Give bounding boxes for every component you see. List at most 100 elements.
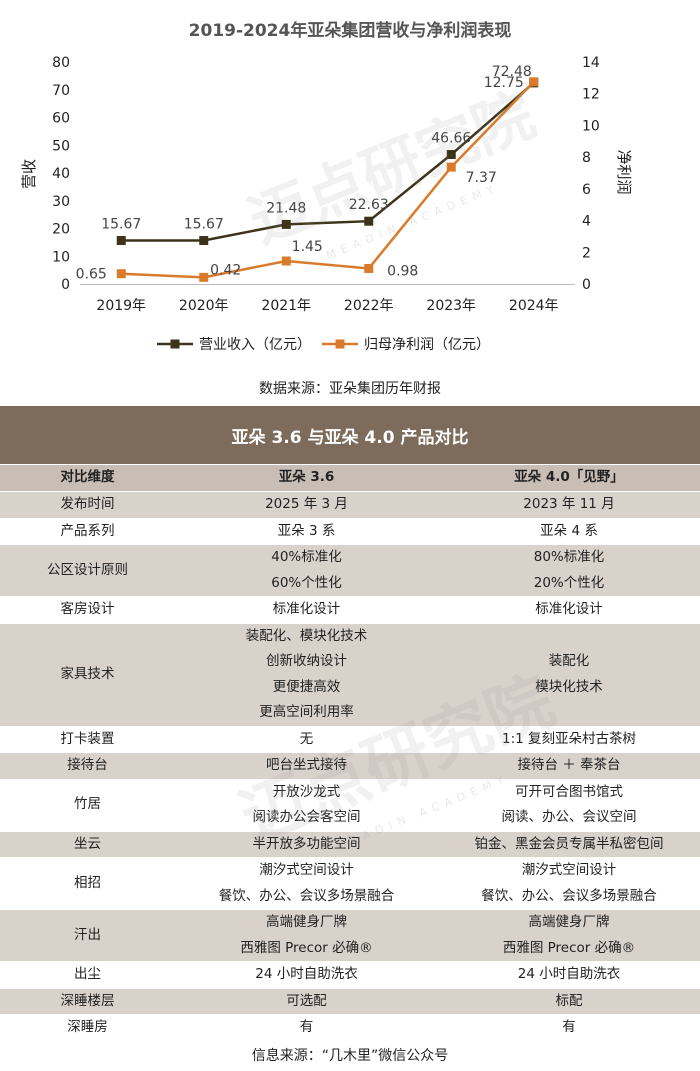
x-axis-tick: 2021年 <box>261 298 311 314</box>
data-point <box>281 219 291 229</box>
table-row: 产品系列 亚朵 3 系 亚朵 4 系 <box>0 517 700 545</box>
cell-atour-40: 24 小时自助洗衣 <box>438 961 700 988</box>
data-label: 0.42 <box>210 262 241 278</box>
row-dimension: 家具技术 <box>0 622 175 726</box>
cell-atour-36: 有 <box>175 1014 438 1041</box>
cell-line: 标准化设计 <box>535 601 603 617</box>
cell-line: 无 <box>299 730 314 747</box>
table-row: 竹居 开放沙龙式 阅读办公会客空间 可开可合图书馆式 阅读、办公、会议空间 <box>0 778 700 831</box>
cell-line: 吧台坐式接待 <box>266 757 347 773</box>
data-point <box>364 263 374 273</box>
cell-atour-36: 半开放多功能空间 <box>175 830 438 858</box>
chart-svg: 2019-2024年亚朵集团营收与净利润表现010203040506070800… <box>20 20 633 353</box>
cell-line: 更便捷高效 <box>272 678 341 695</box>
cell-line: 有 <box>299 1019 314 1035</box>
table-row: 客房设计 标准化设计 标准化设计 <box>0 596 700 623</box>
left-axis-tick: 60 <box>52 111 70 127</box>
cell-line: 潮汐式空间设计 <box>259 862 354 878</box>
cell-line: 铂金、黑金会员专属半私密包间 <box>474 835 664 852</box>
table-row: 汗出 高端健身厂牌 西雅图 Precor 必确® 高端健身厂牌 西雅图 Precor 必… <box>0 909 700 962</box>
table-row: 出尘 24 小时自助洗衣 24 小时自助洗衣 <box>0 961 700 988</box>
comparison-table: 对比维度 亚朵 3.6 亚朵 4.0「见野」 发布时间 2025 年 3 月 202… <box>0 464 700 1041</box>
series-line <box>121 81 535 242</box>
cell-atour-40: 铂金、黑金会员专属半私密包间 <box>438 830 700 858</box>
x-axis-tick: 2024年 <box>509 298 559 314</box>
data-point <box>281 256 291 266</box>
right-axis-tick: 10 <box>582 118 600 134</box>
cell-atour-36: 2025 年 3 月 <box>175 491 438 518</box>
right-axis-tick: 8 <box>582 150 591 166</box>
left-axis-tick: 10 <box>52 249 70 265</box>
cell-atour-40: 80%标准化 20%个性化 <box>438 544 700 597</box>
header-dimension: 对比维度 <box>0 464 175 492</box>
table-row: 深睡楼层 可选配 标配 <box>0 987 700 1015</box>
header-atour-40: 亚朵 4.0「见野」 <box>438 464 700 492</box>
left-axis-tick: 80 <box>52 55 70 71</box>
cell-line: 有 <box>562 1019 576 1035</box>
cell-line: 20%个性化 <box>533 574 605 591</box>
cell-line: 可选配 <box>286 992 327 1009</box>
data-point <box>446 150 456 160</box>
cell-atour-40: 可开可合图书馆式 阅读、办公、会议空间 <box>438 778 700 831</box>
right-axis-tick: 4 <box>582 214 591 230</box>
cell-line: 80%标准化 <box>533 549 605 565</box>
row-dimension: 客房设计 <box>0 596 175 623</box>
left-axis-tick: 50 <box>52 138 70 154</box>
cell-line: 2025 年 3 月 <box>265 496 348 512</box>
cell-line: 潮汐式空间设计 <box>521 862 617 878</box>
row-dimension: 汗出 <box>0 909 175 962</box>
cell-atour-36: 装配化、模块化技术 创新收纳设计 更便捷高效 更高空间利用率 <box>175 622 438 726</box>
cell-line: 60%个性化 <box>271 574 342 591</box>
cell-line: 标准化设计 <box>272 601 341 617</box>
chart-area: 2019-2024年亚朵集团营收与净利润表现 0 10 20 30 40 50 60 70 80 0… <box>0 0 700 406</box>
cell-atour-36: 标准化设计 <box>175 596 438 623</box>
cell-line: 40%标准化 <box>271 549 342 565</box>
legend-marker <box>335 339 345 349</box>
table-title: 亚朵 3.6 与亚朵 4.0 产品对比 <box>0 406 700 464</box>
data-label: 7.37 <box>466 170 497 186</box>
cell-atour-40: 接待台 ＋ 奉茶台 <box>438 752 700 779</box>
cell-atour-36: 40%标准化 60%个性化 <box>175 544 438 597</box>
cell-atour-36: 24 小时自助洗衣 <box>175 961 438 988</box>
data-label: 46.66 <box>431 131 471 147</box>
table-row: 相招 潮汐式空间设计 餐饮、办公、会议多场景融合 潮汐式空间设计 餐饮、办公、会议多场景… <box>0 857 700 910</box>
cell-atour-36: 潮汐式空间设计 餐饮、办公、会议多场景融合 <box>175 857 438 910</box>
cell-atour-40: 标准化设计 <box>438 596 700 623</box>
cell-atour-40: 潮汐式空间设计餐饮、办公、会议多场景融合 <box>438 857 700 910</box>
row-dimension: 发布时间 <box>0 491 175 518</box>
right-axis-tick: 6 <box>582 182 591 198</box>
cell-line: 1:1 复刻亚朵村古茶树 <box>501 730 637 747</box>
cell-line: 餐饮、办公、会议多场景融合 <box>481 887 657 904</box>
table-header-row: 对比维度 亚朵 3.6 亚朵 4.0「见野」 <box>0 464 700 492</box>
data-label: 21.48 <box>266 200 306 216</box>
data-point <box>116 236 126 246</box>
cell-line: 亚朵 3 系 <box>277 522 336 539</box>
cell-line: 模块化技术 <box>535 678 603 695</box>
cell-line: 标配 <box>555 992 583 1009</box>
cell-line: 2023 年 11 月 <box>523 496 615 512</box>
cell-atour-40: 亚朵 4 系 <box>438 517 700 545</box>
data-label: 22.63 <box>349 197 389 213</box>
data-label: 15.67 <box>101 217 141 233</box>
cell-line: 半开放多功能空间 <box>252 835 361 852</box>
right-axis-label: 净利润 <box>615 149 633 194</box>
x-axis-tick: 2019年 <box>96 298 146 314</box>
left-axis-tick: 30 <box>52 194 70 210</box>
cell-line: 创新收纳设计 <box>266 653 347 669</box>
data-point <box>199 272 209 282</box>
cell-atour-36: 吧台坐式接待 <box>175 752 438 779</box>
cell-atour-40: 装配化 模块化技术 <box>438 622 700 726</box>
table-row: 坐云 半开放多功能空间 铂金、黑金会员专属半私密包间 <box>0 830 700 858</box>
row-dimension: 产品系列 <box>0 517 175 545</box>
cell-atour-40: 2023 年 11 月 <box>438 491 700 518</box>
data-point <box>364 216 374 226</box>
header-atour-36: 亚朵 3.6 <box>175 464 438 492</box>
cell-atour-40: 有 <box>438 1014 700 1041</box>
data-label: 72.48 <box>492 64 532 80</box>
data-point <box>446 162 456 172</box>
right-axis-tick: 14 <box>582 55 600 71</box>
legend-label: 归母净利润（亿元） <box>364 336 490 353</box>
right-axis-tick: 12 <box>582 87 600 103</box>
row-dimension: 坐云 <box>0 830 175 858</box>
data-label: 15.67 <box>184 217 224 233</box>
